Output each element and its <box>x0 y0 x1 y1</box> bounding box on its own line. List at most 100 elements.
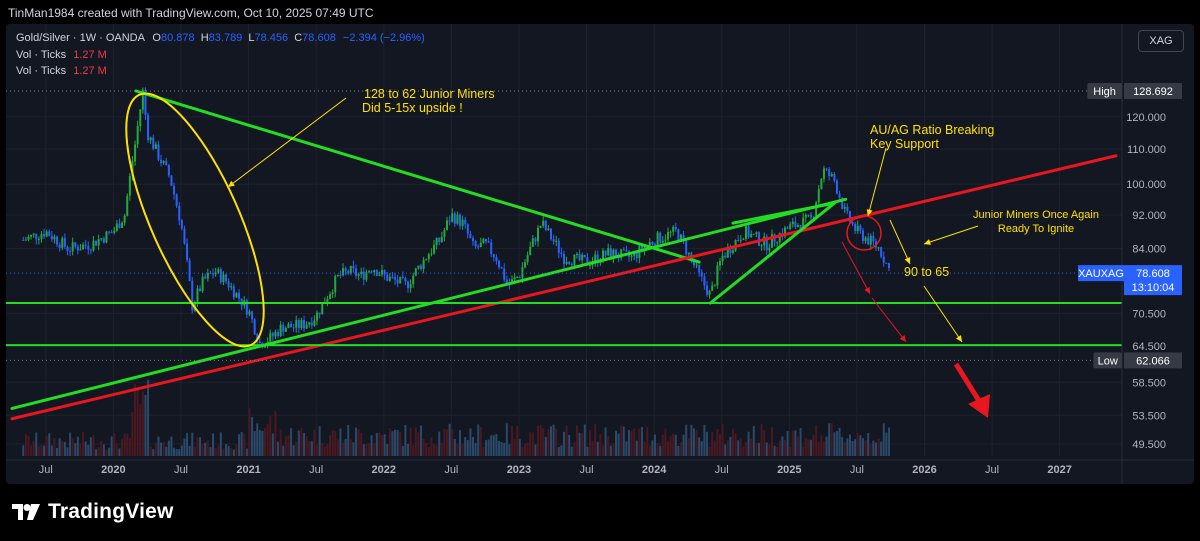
x-tick-label: Jul <box>579 464 593 476</box>
price-badge-label-bg <box>1078 265 1124 282</box>
candle-body <box>516 277 519 279</box>
candle-body <box>833 174 836 181</box>
volume-legend-2[interactable]: Vol · Ticks 1.27 M <box>16 65 107 77</box>
volume-bar <box>563 431 565 456</box>
volume-bar <box>685 424 688 456</box>
volume-bar <box>152 449 155 456</box>
annotation-arrow-head <box>866 209 873 216</box>
candle-body <box>692 258 695 266</box>
volume-bar <box>227 445 230 456</box>
x-tick-label: 2025 <box>777 464 801 476</box>
volume-bar <box>326 444 329 456</box>
trendline <box>731 201 836 225</box>
volume-bar <box>703 424 706 456</box>
candle-body <box>53 236 56 240</box>
candle-body <box>126 195 129 216</box>
volume-bar <box>799 428 802 456</box>
volume-bar <box>144 394 147 456</box>
volume-bar <box>833 432 836 456</box>
candle-body <box>640 246 643 251</box>
volume-legend-1[interactable]: Vol · Ticks 1.27 M <box>16 49 107 61</box>
volume-bar <box>134 383 137 456</box>
volume-bar <box>583 424 586 456</box>
candle-body <box>433 244 436 254</box>
volume-bar <box>620 425 623 456</box>
candle-body <box>518 277 521 279</box>
volume-bar <box>50 445 53 456</box>
candle-body <box>835 180 838 194</box>
candle-body <box>542 220 545 226</box>
volume-bar <box>290 428 293 456</box>
volume-bar <box>537 425 540 456</box>
candle-body <box>95 240 98 246</box>
candle-body <box>477 246 480 248</box>
candle-body <box>321 302 324 315</box>
candle-body <box>188 260 191 281</box>
candle-body <box>760 245 763 247</box>
candle-body <box>391 276 394 278</box>
volume-bar <box>861 438 864 456</box>
candle-body <box>529 246 532 256</box>
candle-body <box>76 246 79 251</box>
volume-bar <box>186 432 189 456</box>
candle-body <box>284 328 287 332</box>
candle-body <box>217 269 220 273</box>
volume-bar <box>744 442 747 456</box>
candle-body <box>557 240 560 253</box>
candle-body <box>71 242 74 252</box>
volume-bar <box>193 446 196 456</box>
volume-bar <box>368 443 371 456</box>
candle-body <box>108 231 111 233</box>
candle-body <box>105 231 108 243</box>
candle-body <box>682 234 685 242</box>
volume-bar <box>401 445 404 456</box>
volume-bar <box>786 431 789 456</box>
volume-bar <box>95 449 98 456</box>
chart-panel[interactable]: 128 to 62 Junior Miners Did 5-15x upside … <box>6 24 1194 484</box>
candle-body <box>815 202 818 217</box>
volume-bar <box>768 444 771 456</box>
compare-symbol-button[interactable]: XAG <box>1138 30 1184 52</box>
volume-bar <box>877 438 880 456</box>
candle-body <box>347 270 350 274</box>
volume-bar <box>487 439 490 456</box>
volume-bar <box>674 434 677 456</box>
price-badge-bg <box>1124 265 1182 296</box>
volume-bar <box>287 435 290 456</box>
x-tick-label: 2023 <box>507 464 531 476</box>
candle-body <box>700 272 703 277</box>
volume-bar <box>266 424 269 456</box>
volume-bar <box>139 404 142 456</box>
candle-body <box>178 205 181 221</box>
volume-bar <box>547 429 550 456</box>
candle-body <box>214 272 217 275</box>
volume-bar <box>752 425 755 456</box>
volume-bar <box>115 443 118 456</box>
candle-body <box>422 259 425 269</box>
candle-body <box>279 324 282 337</box>
volume-bar <box>261 430 264 456</box>
volume-bar <box>396 430 399 456</box>
volume-bar <box>180 445 183 456</box>
candle-body <box>362 271 365 280</box>
volume-bar <box>609 445 612 456</box>
volume-bar <box>225 444 228 456</box>
volume-bar <box>513 438 516 456</box>
ohlc-legend[interactable]: Gold/Silver · 1W · OANDA O80.878 H83.789… <box>16 32 425 44</box>
volume-bar <box>492 435 495 456</box>
candle-body <box>277 331 280 337</box>
volume-label: Vol · Ticks <box>16 65 67 77</box>
volume-bar <box>843 442 846 456</box>
price-badge-label: XAUXAG <box>1078 268 1124 280</box>
candle-body <box>152 137 155 149</box>
volume-bar <box>443 428 446 456</box>
volume-bar <box>627 429 630 456</box>
y-tick-label: 70.500 <box>1132 308 1166 320</box>
candle-body <box>290 323 293 328</box>
volume-bar <box>614 430 617 456</box>
volume-bar <box>542 428 545 456</box>
volume-bar <box>84 441 87 456</box>
candle-body <box>113 230 116 233</box>
candle-body <box>149 137 152 141</box>
